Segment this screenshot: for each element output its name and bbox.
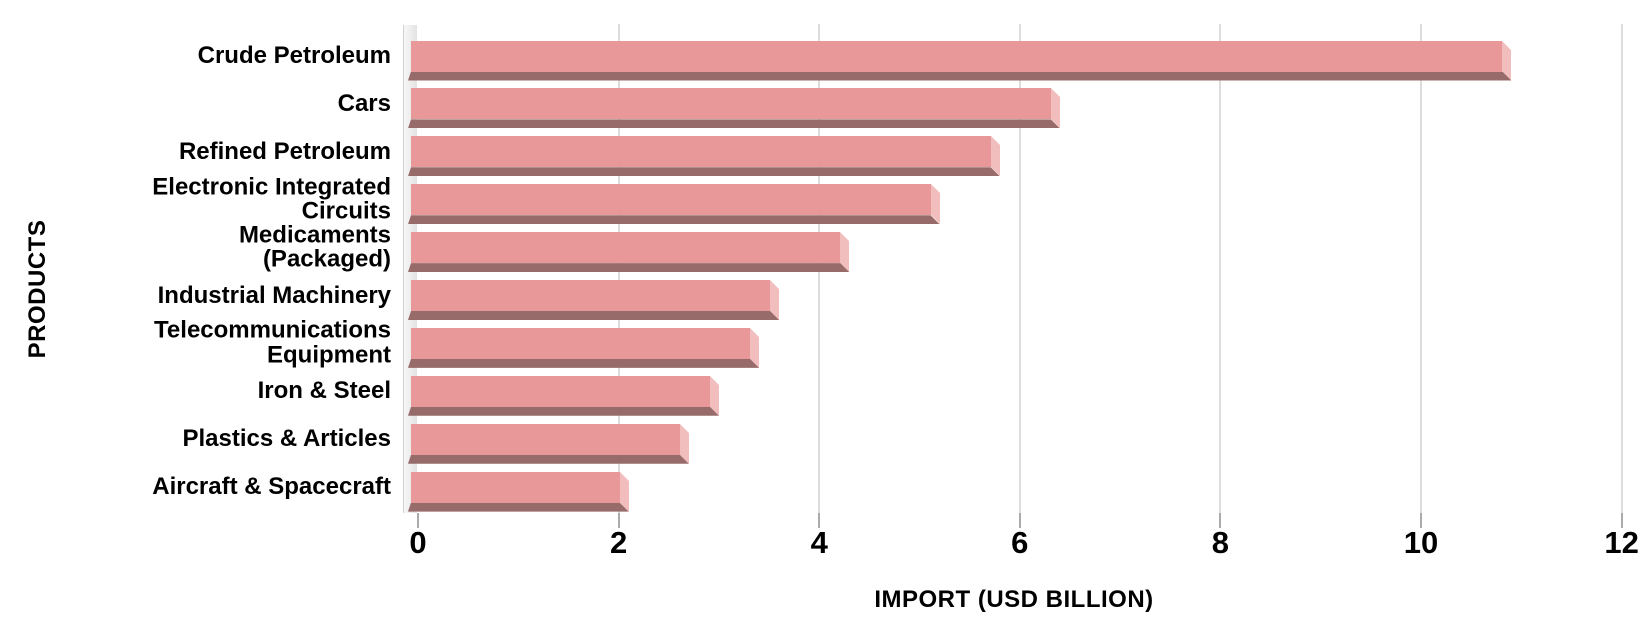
- x-tick-label-0: 0: [409, 525, 427, 560]
- x-tick-label-4: 4: [810, 525, 828, 560]
- bar-face-electronic-integrated-circuits: [411, 184, 931, 216]
- bar-plastics-articles: [411, 423, 689, 464]
- category-label-plastics-articles: Plastics & Articles: [182, 424, 391, 452]
- x-tick-6: [1018, 513, 1021, 528]
- category-label-industrial-machinery: Industrial Machinery: [157, 281, 391, 309]
- x-tick-4: [818, 513, 821, 528]
- bar-face-aircraft-spacecraft: [411, 471, 620, 503]
- category-label-telecommunications-equipment: Telecommunications Equipment: [154, 316, 391, 369]
- category-label-medicaments-packaged: Medicaments (Packaged): [238, 221, 391, 273]
- x-tick-2: [617, 513, 620, 528]
- x-tick-0: [417, 513, 419, 528]
- bar-bottom-electronic-integrated-circuits: [408, 215, 940, 224]
- x-tick-label-6: 6: [1011, 525, 1029, 560]
- category-label-aircraft-spacecraft: Aircraft & Spacecraft: [152, 472, 391, 500]
- x-tick-label-8: 8: [1211, 525, 1230, 560]
- bar-electronic-integrated-circuits: [411, 184, 940, 225]
- gridline-12: [1620, 24, 1623, 514]
- gridline-8: [1219, 24, 1222, 514]
- gridline-6: [1018, 24, 1021, 514]
- bar-face-iron-steel: [411, 375, 710, 407]
- x-axis-title: IMPORT (USD BILLION): [874, 586, 1154, 613]
- category-label-refined-petroleum: Refined Petroleum: [178, 137, 391, 165]
- bar-face-crude-petroleum: [411, 40, 1503, 72]
- bar-medicaments-packaged: [411, 232, 850, 273]
- x-tick-label-10: 10: [1403, 525, 1439, 560]
- bar-crude-petroleum: [411, 40, 1512, 81]
- x-tick-12: [1620, 513, 1623, 528]
- bar-face-industrial-machinery: [411, 280, 771, 311]
- gridline-10: [1420, 24, 1422, 514]
- bar-face-telecommunications-equipment: [411, 327, 751, 359]
- bar-bottom-aircraft-spacecraft: [408, 503, 629, 512]
- bar-bottom-plastics-articles: [408, 455, 689, 464]
- bar-iron-steel: [411, 375, 719, 416]
- bar-industrial-machinery: [411, 280, 780, 320]
- bar-bottom-telecommunications-equipment: [408, 359, 759, 368]
- x-tick-label-2: 2: [609, 525, 628, 560]
- bar-bottom-cars: [408, 119, 1060, 128]
- x-tick-label-12: 12: [1604, 525, 1639, 560]
- bar-face-plastics-articles: [411, 423, 680, 455]
- x-tick-8: [1219, 513, 1222, 528]
- bar-telecommunications-equipment: [411, 327, 760, 368]
- bar-aircraft-spacecraft: [411, 471, 629, 512]
- bar-cars: [411, 88, 1060, 129]
- bar-bottom-refined-petroleum: [408, 167, 1000, 176]
- bar-face-medicaments-packaged: [411, 232, 841, 264]
- bar-refined-petroleum: [411, 136, 1000, 177]
- bar-bottom-iron-steel: [408, 407, 719, 416]
- bar-bottom-industrial-machinery: [408, 311, 779, 320]
- bar-bottom-medicaments-packaged: [408, 263, 849, 272]
- bar-bottom-crude-petroleum: [408, 72, 1511, 81]
- category-label-crude-petroleum: Crude Petroleum: [197, 41, 391, 69]
- bar-face-refined-petroleum: [411, 136, 991, 168]
- category-label-iron-steel: Iron & Steel: [257, 377, 391, 405]
- bar-face-cars: [411, 88, 1051, 120]
- category-label-electronic-integrated-circuits: Electronic Integrated Circuits: [152, 173, 391, 225]
- category-label-cars: Cars: [337, 89, 391, 117]
- x-tick-10: [1420, 513, 1422, 528]
